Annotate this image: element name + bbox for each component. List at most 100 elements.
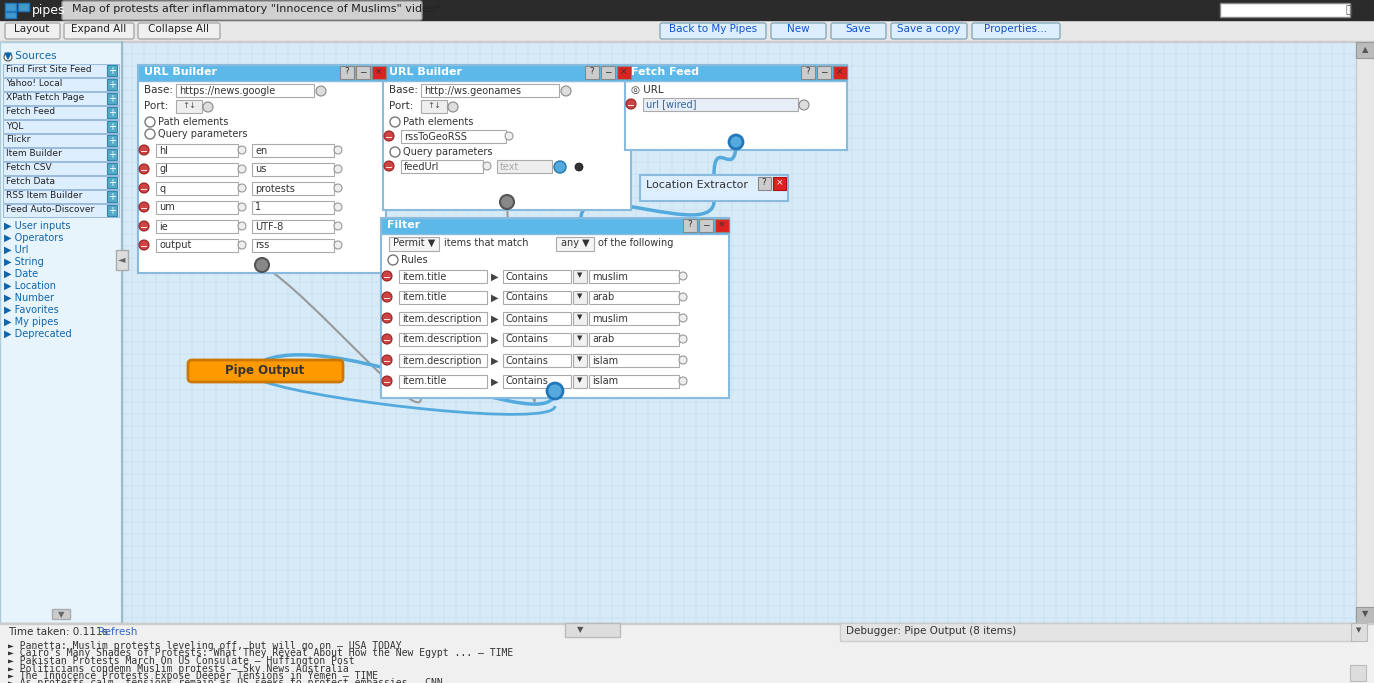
Bar bbox=[401, 130, 506, 143]
Text: Back to My Pipes: Back to My Pipes bbox=[669, 24, 757, 34]
Text: ▶: ▶ bbox=[491, 356, 499, 366]
Text: ▼: ▼ bbox=[577, 356, 583, 362]
Text: Fetch Feed: Fetch Feed bbox=[631, 67, 699, 77]
Text: −: − bbox=[140, 204, 148, 214]
FancyBboxPatch shape bbox=[188, 360, 344, 382]
Circle shape bbox=[139, 221, 148, 231]
Text: item.title: item.title bbox=[403, 272, 447, 281]
Text: ▶ Number: ▶ Number bbox=[4, 293, 54, 303]
FancyBboxPatch shape bbox=[5, 23, 60, 39]
Text: +: + bbox=[109, 178, 115, 188]
Text: −: − bbox=[140, 185, 148, 195]
FancyBboxPatch shape bbox=[65, 23, 135, 39]
Circle shape bbox=[316, 86, 326, 96]
Text: Refresh: Refresh bbox=[98, 627, 137, 637]
Bar bbox=[683, 219, 697, 232]
Bar bbox=[420, 84, 559, 97]
Text: Rules: Rules bbox=[401, 255, 427, 265]
Text: ► As protests calm, tensions remain as US seeks to protect embassies – CNN: ► As protests calm, tensions remain as U… bbox=[8, 678, 442, 683]
Text: us: us bbox=[256, 165, 267, 174]
Bar bbox=[0, 42, 122, 623]
Bar bbox=[137, 65, 386, 81]
Circle shape bbox=[679, 356, 687, 364]
Bar bbox=[503, 291, 572, 304]
Text: Base:: Base: bbox=[144, 85, 173, 95]
Bar bbox=[1356, 42, 1374, 623]
Text: Port:: Port: bbox=[144, 101, 169, 111]
Text: ▶ Favorites: ▶ Favorites bbox=[4, 305, 59, 315]
Text: ▶: ▶ bbox=[491, 314, 499, 324]
Bar bbox=[176, 84, 315, 97]
Text: arab: arab bbox=[592, 292, 614, 303]
Text: feedUrl: feedUrl bbox=[404, 161, 440, 171]
Text: ▶ String: ▶ String bbox=[4, 257, 44, 267]
Bar bbox=[115, 250, 128, 270]
Circle shape bbox=[382, 376, 392, 386]
Bar bbox=[3, 78, 120, 91]
Text: Permit ▼: Permit ▼ bbox=[393, 238, 436, 248]
Text: ▶: ▶ bbox=[491, 272, 499, 282]
Text: ▶ Url: ▶ Url bbox=[4, 245, 29, 255]
Text: protests: protests bbox=[256, 184, 295, 193]
Bar bbox=[503, 312, 572, 325]
Text: Fetch Data: Fetch Data bbox=[5, 178, 55, 186]
Bar bbox=[401, 160, 484, 173]
Bar bbox=[0, 41, 1374, 42]
Text: Find First Site Feed: Find First Site Feed bbox=[5, 66, 92, 74]
Text: item.description: item.description bbox=[403, 313, 481, 324]
Text: −: − bbox=[383, 315, 392, 325]
Bar bbox=[107, 191, 117, 202]
Bar bbox=[137, 65, 386, 273]
Circle shape bbox=[334, 165, 342, 173]
Text: +: + bbox=[109, 192, 115, 202]
Circle shape bbox=[146, 129, 155, 139]
Bar bbox=[157, 182, 238, 195]
Text: ▼ Sources: ▼ Sources bbox=[4, 51, 56, 61]
Text: ×: × bbox=[620, 67, 628, 76]
Text: −: − bbox=[383, 357, 392, 367]
Bar bbox=[1351, 623, 1367, 641]
Bar bbox=[573, 333, 587, 346]
Circle shape bbox=[387, 255, 398, 265]
Bar bbox=[503, 354, 572, 367]
Text: Flickr: Flickr bbox=[5, 135, 30, 145]
Text: pipes: pipes bbox=[32, 4, 66, 17]
Text: Collapse All: Collapse All bbox=[148, 24, 209, 34]
Text: Debugger: Pipe Output (8 items): Debugger: Pipe Output (8 items) bbox=[846, 626, 1017, 636]
Bar bbox=[107, 135, 117, 146]
Text: Feed Auto-Discover: Feed Auto-Discover bbox=[5, 206, 95, 214]
Text: Base:: Base: bbox=[389, 85, 418, 95]
Bar bbox=[3, 176, 120, 189]
Text: ▼: ▼ bbox=[1362, 609, 1369, 618]
Bar bbox=[3, 204, 120, 217]
Text: −: − bbox=[140, 166, 148, 176]
Circle shape bbox=[139, 202, 148, 212]
Circle shape bbox=[238, 222, 246, 230]
Text: ► Politicians condemn Muslim protests – Sky News Australia: ► Politicians condemn Muslim protests – … bbox=[8, 663, 349, 673]
Bar bbox=[107, 93, 117, 104]
Text: −: − bbox=[702, 220, 710, 229]
Bar bbox=[1356, 42, 1374, 58]
Bar bbox=[643, 98, 798, 111]
Circle shape bbox=[383, 131, 394, 141]
Bar bbox=[1220, 3, 1351, 17]
Bar bbox=[585, 66, 599, 79]
Text: Pipe Output: Pipe Output bbox=[225, 364, 305, 377]
Circle shape bbox=[390, 117, 400, 127]
Bar bbox=[398, 354, 486, 367]
Text: ▼: ▼ bbox=[577, 377, 583, 383]
Text: ↑↓: ↑↓ bbox=[427, 101, 441, 110]
Circle shape bbox=[146, 117, 155, 127]
Circle shape bbox=[139, 145, 148, 155]
Text: ▶: ▶ bbox=[491, 335, 499, 345]
Bar bbox=[1356, 607, 1374, 623]
Bar bbox=[3, 120, 120, 133]
Text: New: New bbox=[787, 24, 809, 34]
Text: Save a copy: Save a copy bbox=[897, 24, 960, 34]
Bar bbox=[840, 623, 1355, 641]
Text: URL Builder: URL Builder bbox=[389, 67, 462, 77]
Bar bbox=[503, 375, 572, 388]
Bar bbox=[573, 291, 587, 304]
Bar bbox=[398, 375, 486, 388]
Text: RSS Item Builder: RSS Item Builder bbox=[5, 191, 82, 201]
